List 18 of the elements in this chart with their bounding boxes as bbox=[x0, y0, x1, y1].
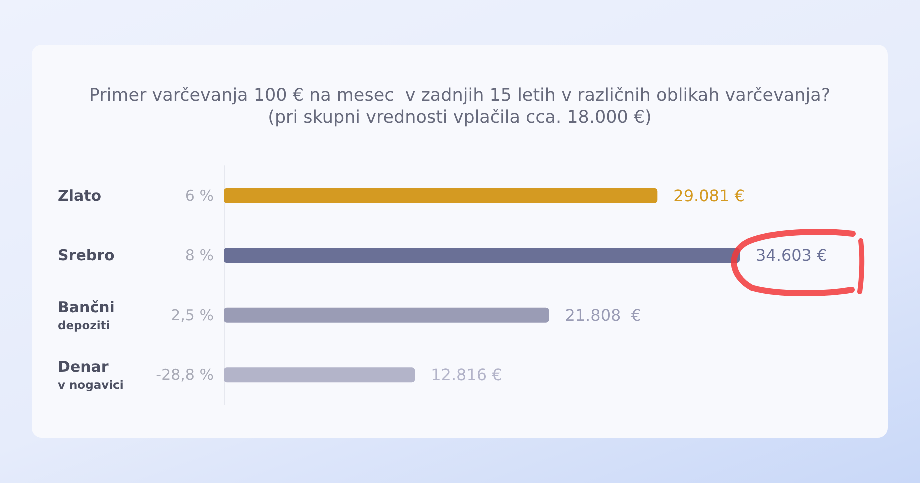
y-tick-label: Bančni depoziti bbox=[58, 298, 115, 332]
y2-tick-label: 8 % bbox=[185, 246, 214, 265]
data-label: 12.816 € bbox=[431, 366, 502, 385]
bar bbox=[224, 188, 658, 204]
data-label: 21.808 € bbox=[565, 306, 642, 325]
chart-subtitle: (pri skupni vrednosti vplačila cca. 18.000 €) bbox=[268, 108, 652, 128]
y2-tick-label: 6 % bbox=[185, 186, 214, 205]
bar bbox=[224, 248, 740, 264]
data-label: 29.081 € bbox=[674, 186, 745, 206]
y-tick-label: Denar v nogavici bbox=[58, 358, 124, 392]
y-tick-label: Srebro bbox=[58, 246, 115, 265]
chart-title: Primer varčevanja 100 € na mesec v zadnjih 15 letih v različnih oblikah varčevanja? bbox=[89, 86, 831, 106]
bar bbox=[224, 368, 416, 383]
data-label: 34.603 € bbox=[756, 246, 828, 266]
y2-tick-label: -28,8 % bbox=[156, 366, 214, 384]
bar bbox=[224, 308, 550, 323]
y2-tick-label: 2,5 % bbox=[171, 306, 214, 324]
y-tick-label: Zlato bbox=[58, 186, 102, 205]
